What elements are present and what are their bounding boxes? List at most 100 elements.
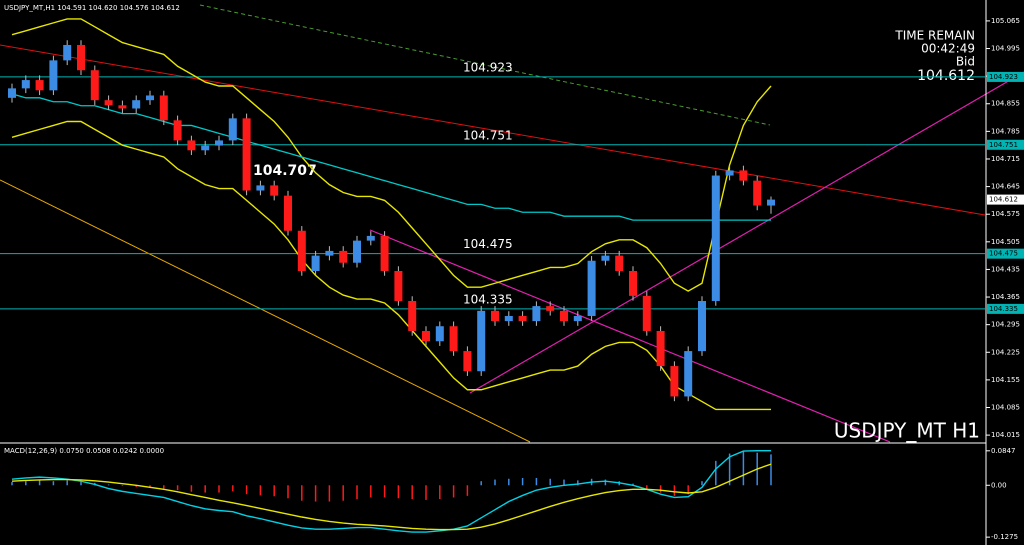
level-axis-box — [987, 71, 1024, 82]
candle-body — [753, 180, 762, 206]
candle-body — [132, 100, 141, 109]
candle-body — [353, 240, 361, 263]
candle-body — [270, 185, 279, 196]
candle-body — [35, 80, 44, 91]
candle-body — [739, 170, 748, 181]
candle-body — [670, 366, 679, 397]
y-tick-label: 0.0847 — [991, 447, 1016, 455]
indicator-line — [11, 463, 772, 531]
candle-body — [546, 306, 555, 311]
candle-body — [491, 310, 499, 322]
timer: 00:42:49 — [921, 42, 975, 56]
candle-body — [242, 118, 251, 191]
candle-body — [642, 295, 651, 331]
level-label: 104.751 — [463, 128, 513, 142]
candle-body — [698, 300, 706, 352]
y-tick-label: 104.225 — [991, 348, 1020, 356]
level-axis-label: 104.751 — [989, 141, 1018, 149]
indicator-line — [11, 93, 771, 221]
candle-body — [380, 235, 389, 272]
candle-body — [463, 351, 472, 372]
y-tick-label: 104.085 — [991, 403, 1020, 411]
candle-body — [215, 140, 223, 146]
candle-body — [711, 175, 720, 301]
candle-body — [601, 255, 610, 261]
candle-body — [159, 95, 168, 121]
y-tick-label: -0.1275 — [991, 533, 1018, 541]
bid-label: Bid — [956, 55, 975, 69]
candle-body — [104, 100, 113, 106]
y-tick-label: 104.295 — [991, 321, 1020, 329]
level-axis-label: 104.923 — [989, 73, 1018, 81]
level-axis-box — [987, 139, 1024, 150]
y-tick-label: 104.505 — [991, 238, 1020, 246]
y-tick-label: 104.015 — [991, 431, 1020, 439]
y-tick-label: 104.645 — [991, 183, 1020, 191]
y-tick-label: 104.365 — [991, 293, 1020, 301]
candle-body — [63, 44, 72, 61]
candle-body — [767, 199, 775, 206]
candle-body — [435, 326, 444, 342]
candle-body — [518, 315, 527, 322]
y-tick-label: 104.715 — [991, 155, 1020, 163]
candle-body — [629, 271, 637, 296]
candle-body — [573, 315, 582, 322]
candle-body — [532, 306, 541, 322]
chart-title: USDJPY_MT,H1 104.591 104.620 104.576 104… — [4, 4, 180, 12]
level-axis-label: 104.335 — [989, 305, 1018, 313]
trend-line — [469, 71, 1024, 394]
candle-body — [684, 351, 693, 397]
trend-line — [0, 44, 986, 216]
candle-body — [477, 310, 486, 372]
candle-body — [201, 145, 210, 151]
candle-body — [366, 235, 375, 241]
level-label: 104.335 — [463, 292, 513, 306]
level-axis-box — [987, 248, 1024, 259]
candle-body — [449, 326, 458, 352]
candle-body — [408, 300, 417, 331]
y-tick-label: 105.065 — [991, 17, 1020, 25]
level-label: 104.923 — [463, 60, 513, 74]
bid-axis-label: 104.612 — [989, 196, 1018, 204]
macd-title: MACD(12,26,9) 0.0750 0.0508 0.0242 0.000… — [4, 447, 164, 455]
y-tick-label: 104.155 — [991, 376, 1020, 384]
candle-body — [21, 80, 30, 89]
candle-body — [560, 310, 568, 322]
candle-body — [284, 195, 292, 231]
level-axis-label: 104.475 — [989, 250, 1018, 258]
y-tick-label: 104.855 — [991, 100, 1020, 108]
annotation: 104.707 — [253, 163, 317, 179]
candle-body — [339, 250, 348, 263]
level-axis-box — [987, 303, 1024, 314]
level-label: 104.475 — [463, 237, 513, 251]
y-tick-label: 0.00 — [991, 481, 1007, 489]
candle-body — [256, 185, 265, 191]
bid-price: 104.612 — [917, 68, 975, 84]
candle-body — [228, 118, 237, 141]
candle-body — [325, 250, 334, 256]
candle-body — [422, 330, 430, 342]
candle-body — [8, 88, 16, 98]
candle-body — [504, 315, 513, 322]
candle-body — [77, 44, 85, 71]
candle-body — [587, 260, 596, 316]
candle-body — [187, 140, 196, 151]
y-tick-label: 104.575 — [991, 210, 1020, 218]
candle-body — [173, 120, 182, 141]
indicator-line — [11, 120, 771, 411]
candle-body — [615, 255, 624, 272]
bid-axis-box — [987, 194, 1024, 205]
candle-body — [311, 255, 320, 272]
candle-body — [49, 60, 58, 91]
y-tick-label: 104.435 — [991, 265, 1020, 273]
trend-lines — [0, 4, 1024, 443]
trend-line — [0, 179, 531, 443]
candle-body — [656, 330, 665, 367]
trend-line — [199, 4, 771, 126]
timer-label: TIME REMAIN — [894, 29, 975, 43]
candle-body — [394, 271, 403, 301]
candle-body — [146, 95, 154, 101]
candle-body — [118, 105, 127, 109]
